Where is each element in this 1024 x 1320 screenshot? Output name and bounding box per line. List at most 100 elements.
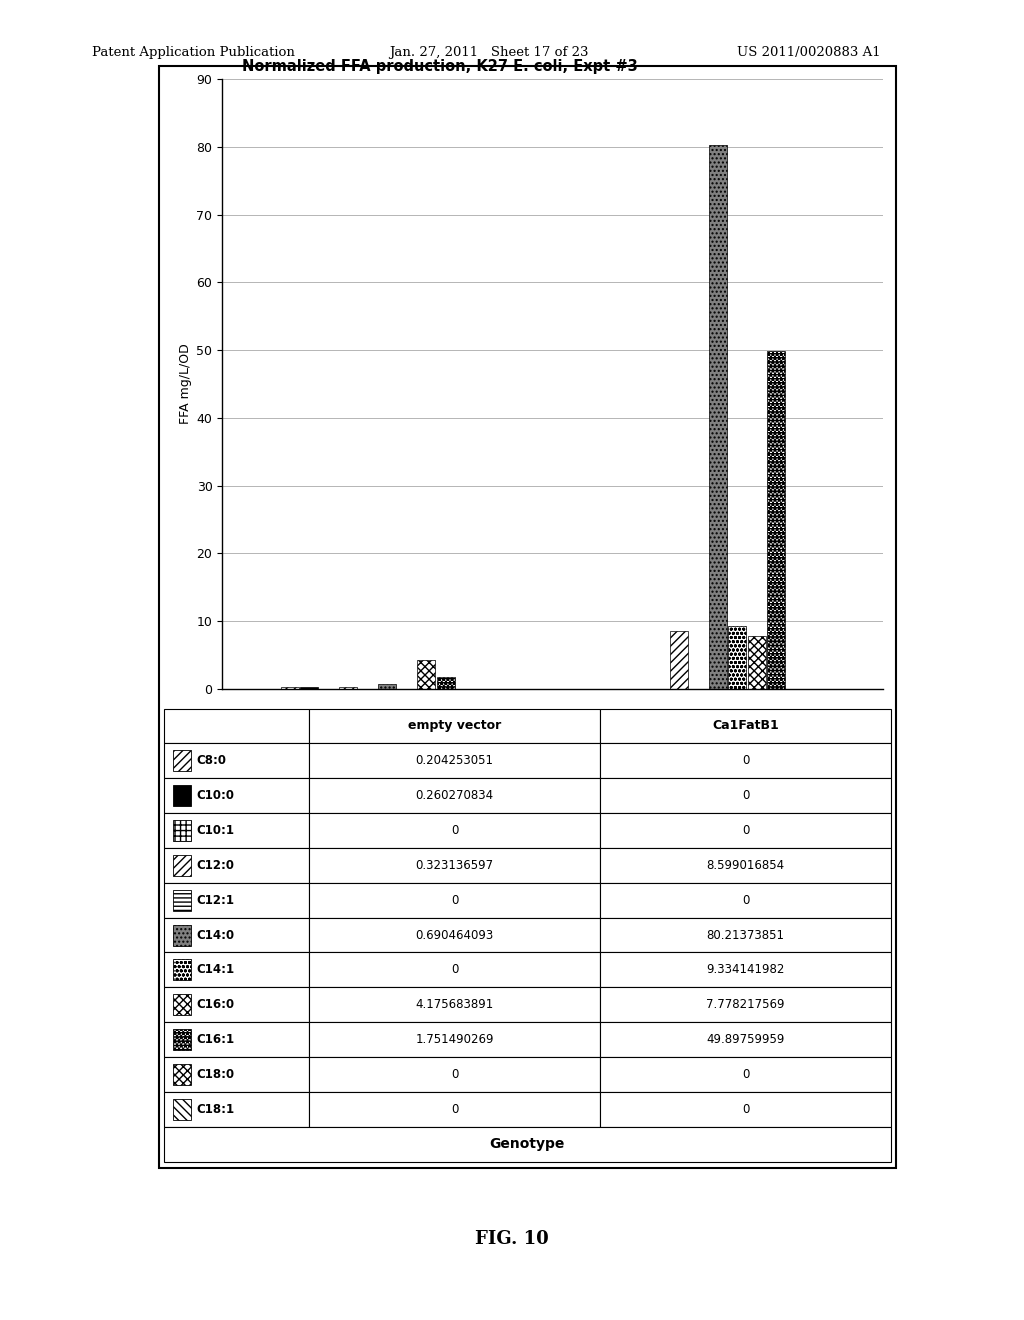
Text: 0.204253051: 0.204253051 (416, 754, 494, 767)
Bar (728, 626, 746, 689)
Bar (173, 994, 190, 1015)
Bar (600, 987, 891, 1022)
Bar (748, 636, 766, 689)
Text: Ca1FatB1: Ca1FatB1 (712, 719, 779, 733)
Bar (309, 883, 600, 917)
Bar (709, 145, 727, 689)
Bar (600, 1022, 891, 1057)
Bar (173, 750, 190, 771)
Bar (309, 953, 600, 987)
Bar (173, 820, 190, 841)
Bar (173, 855, 190, 876)
Bar (309, 987, 600, 1022)
Text: 9.334141982: 9.334141982 (707, 964, 784, 977)
Bar (600, 847, 891, 883)
Text: FIG. 10: FIG. 10 (475, 1230, 549, 1249)
Text: Jan. 27, 2011   Sheet 17 of 23: Jan. 27, 2011 Sheet 17 of 23 (389, 46, 589, 59)
Bar (670, 631, 687, 689)
Bar (164, 987, 309, 1022)
Bar (164, 779, 309, 813)
Bar (164, 743, 309, 779)
Text: US 2011/0020883 A1: US 2011/0020883 A1 (737, 46, 881, 59)
Bar (173, 1098, 190, 1119)
Bar (600, 917, 891, 953)
Bar (309, 917, 600, 953)
Bar (164, 1092, 309, 1127)
Text: 0: 0 (451, 1068, 459, 1081)
Text: 0: 0 (451, 894, 459, 907)
Bar (164, 813, 309, 847)
Text: C12:1: C12:1 (197, 894, 234, 907)
Bar (309, 709, 600, 743)
Bar (173, 890, 190, 911)
Bar (173, 1064, 190, 1085)
Bar (164, 709, 309, 743)
Text: 0: 0 (741, 1102, 750, 1115)
Text: empty vector: empty vector (408, 719, 502, 733)
Bar (309, 779, 600, 813)
Text: 0: 0 (451, 1102, 459, 1115)
Bar (164, 953, 309, 987)
Text: C14:0: C14:0 (197, 928, 234, 941)
Bar (300, 686, 318, 689)
Text: Patent Application Publication: Patent Application Publication (92, 46, 295, 59)
Text: 0: 0 (741, 789, 750, 803)
Bar (600, 883, 891, 917)
Text: 80.21373851: 80.21373851 (707, 928, 784, 941)
Text: 8.599016854: 8.599016854 (707, 859, 784, 873)
Text: 0.690464093: 0.690464093 (416, 928, 494, 941)
Text: C16:1: C16:1 (197, 1034, 234, 1047)
Text: C10:0: C10:0 (197, 789, 234, 803)
Bar (173, 924, 190, 945)
Bar (164, 1057, 309, 1092)
Text: C8:0: C8:0 (197, 754, 226, 767)
Text: C18:0: C18:0 (197, 1068, 234, 1081)
Text: C14:1: C14:1 (197, 964, 234, 977)
Text: 0: 0 (741, 1068, 750, 1081)
Text: 0: 0 (451, 824, 459, 837)
Bar (600, 779, 891, 813)
Bar (164, 1127, 891, 1162)
Bar (309, 847, 600, 883)
Bar (173, 960, 190, 981)
Bar (339, 686, 357, 689)
Text: empty vector: empty vector (345, 746, 429, 759)
Text: Ca1FatB1: Ca1FatB1 (688, 746, 748, 759)
Bar (600, 1092, 891, 1127)
Bar (378, 684, 396, 689)
Text: C18:1: C18:1 (197, 1102, 234, 1115)
Text: 49.89759959: 49.89759959 (707, 1034, 784, 1047)
Text: C12:0: C12:0 (197, 859, 234, 873)
Bar (309, 1057, 600, 1092)
Bar (600, 1057, 891, 1092)
Bar (767, 351, 785, 689)
Bar (309, 743, 600, 779)
Text: 0: 0 (741, 894, 750, 907)
Text: C16:0: C16:0 (197, 998, 234, 1011)
Text: 0: 0 (451, 964, 459, 977)
Y-axis label: FFA mg/L/OD: FFA mg/L/OD (179, 343, 193, 424)
Text: 7.778217569: 7.778217569 (707, 998, 784, 1011)
Bar (173, 1030, 190, 1051)
Bar (600, 953, 891, 987)
Bar (281, 688, 299, 689)
Text: C10:1: C10:1 (197, 824, 234, 837)
Text: 0.323136597: 0.323136597 (416, 859, 494, 873)
Text: 1.751490269: 1.751490269 (416, 1034, 494, 1047)
Text: 0: 0 (741, 754, 750, 767)
Bar (600, 813, 891, 847)
Bar (164, 917, 309, 953)
Bar (164, 1022, 309, 1057)
Bar (437, 677, 455, 689)
Bar (418, 660, 435, 689)
Text: 0: 0 (741, 824, 750, 837)
Text: Genotype: Genotype (489, 1137, 565, 1151)
Bar (309, 1092, 600, 1127)
Bar (600, 709, 891, 743)
Bar (309, 813, 600, 847)
Text: Normalized FFA production, K27 E. coli, Expt #3: Normalized FFA production, K27 E. coli, … (242, 59, 638, 74)
Bar (164, 847, 309, 883)
Text: 4.175683891: 4.175683891 (416, 998, 494, 1011)
Bar (164, 883, 309, 917)
Bar (173, 785, 190, 807)
